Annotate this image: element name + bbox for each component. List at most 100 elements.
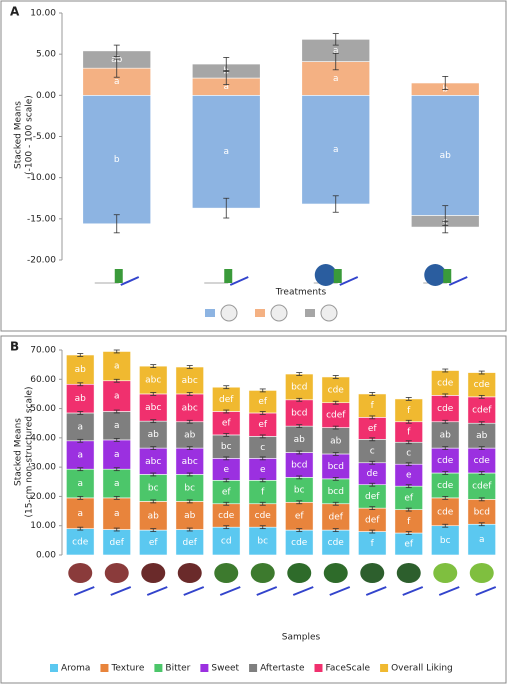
x-axis-label: Samples: [282, 633, 321, 643]
significance-letter: def: [219, 395, 234, 405]
bar-segment: [431, 525, 460, 556]
significance-letter: cdef: [472, 482, 492, 492]
error-bar: [369, 437, 376, 442]
icon: [360, 563, 385, 583]
significance-letter: abc: [182, 403, 198, 413]
icon: [443, 269, 452, 283]
bar-segment: [467, 523, 496, 556]
legend-swatch: [100, 664, 109, 672]
icon: [329, 586, 351, 596]
significance-letter: a: [77, 450, 83, 460]
y-tick-label: -15.00: [27, 214, 56, 224]
error-bar: [259, 456, 266, 461]
significance-letter: cde: [437, 456, 454, 466]
significance-letter: cde: [328, 538, 345, 548]
bar-segment: [139, 529, 168, 556]
icon: [120, 276, 140, 286]
significance-letter: cde: [291, 538, 308, 548]
error-bar: [113, 214, 120, 234]
icon: [104, 563, 129, 583]
significance-letter: bc: [294, 485, 305, 495]
significance-letter: def: [110, 538, 125, 548]
error-bar: [442, 368, 449, 373]
error-bar: [442, 393, 449, 398]
error-bar: [442, 496, 449, 500]
y-axis-label: Stacked Means: [14, 418, 24, 486]
error-bar: [332, 501, 339, 506]
error-bar: [442, 419, 449, 424]
icon: [183, 586, 205, 596]
error-bar: [77, 438, 84, 443]
error-bar: [150, 419, 157, 424]
error-bar: [478, 497, 485, 502]
error-bar: [332, 528, 339, 532]
bar-segment: [102, 497, 131, 530]
error-bar: [442, 446, 449, 450]
error-bar: [296, 424, 303, 429]
bar-segment: [66, 528, 95, 556]
error-bar: [113, 438, 120, 442]
bar-segment: [411, 95, 480, 216]
significance-letter: def: [365, 515, 380, 525]
icon: [365, 586, 387, 596]
error-bar: [77, 353, 84, 357]
error-bar: [296, 450, 303, 455]
significance-letter: cdef: [472, 406, 492, 416]
error-bar: [478, 446, 485, 450]
bar-segment: [301, 95, 370, 205]
legend-icon: [320, 304, 338, 322]
bar-segment: [321, 402, 350, 428]
error-bar: [113, 349, 120, 354]
legend-label: Texture: [110, 664, 144, 674]
x-axis-label: Treatments: [275, 288, 327, 298]
error-bar: [223, 433, 230, 437]
error-bar: [259, 388, 266, 393]
error-bar: [77, 526, 84, 531]
significance-letter: f: [407, 517, 411, 527]
significance-letter: cde: [328, 385, 345, 395]
icon: [438, 586, 460, 596]
y-tick-label: -20.00: [27, 256, 56, 266]
bar-segment: [212, 386, 241, 412]
bar-segment: [467, 396, 496, 424]
bar-segment: [285, 529, 314, 556]
legend-label: FaceScale: [326, 664, 371, 674]
legend-label: Aroma: [61, 664, 90, 674]
legend-swatch: [249, 664, 258, 672]
significance-letter: c: [406, 449, 411, 459]
error-bar: [150, 446, 157, 450]
significance-letter: cd: [221, 537, 232, 547]
icon: [396, 563, 421, 583]
significance-letter: ef: [222, 419, 232, 429]
icon: [214, 563, 239, 583]
significance-letter: a: [333, 145, 339, 155]
significance-letter: bc: [184, 483, 195, 493]
panel-frame: [0, 335, 507, 684]
error-bar: [259, 411, 266, 415]
significance-letter: ab: [294, 435, 306, 445]
bar-segment: [431, 497, 460, 527]
significance-letter: a: [333, 74, 339, 84]
significance-letter: bcd: [474, 507, 490, 517]
bar-segment: [66, 354, 95, 385]
legend-label: Aftertaste: [260, 664, 305, 674]
significance-letter: def: [183, 538, 198, 548]
significance-letter: ef: [258, 420, 268, 430]
icon: [229, 276, 249, 286]
significance-letter: bc: [440, 536, 451, 546]
y-tick-label: 30.00: [30, 463, 56, 473]
significance-letter: f: [371, 539, 375, 549]
significance-letter: f: [371, 401, 375, 411]
error-bar: [77, 382, 84, 387]
icon: [469, 563, 494, 583]
legend-swatch: [200, 664, 209, 672]
significance-letter: cde: [218, 511, 235, 521]
error-bar: [369, 415, 376, 420]
error-bar: [405, 507, 412, 512]
error-bar: [223, 197, 230, 219]
legend-swatch: [255, 309, 265, 317]
icon: [424, 264, 447, 286]
legend-label: Overall Liking: [391, 664, 453, 674]
bar-segment: [285, 425, 314, 453]
error-bar: [332, 400, 339, 405]
